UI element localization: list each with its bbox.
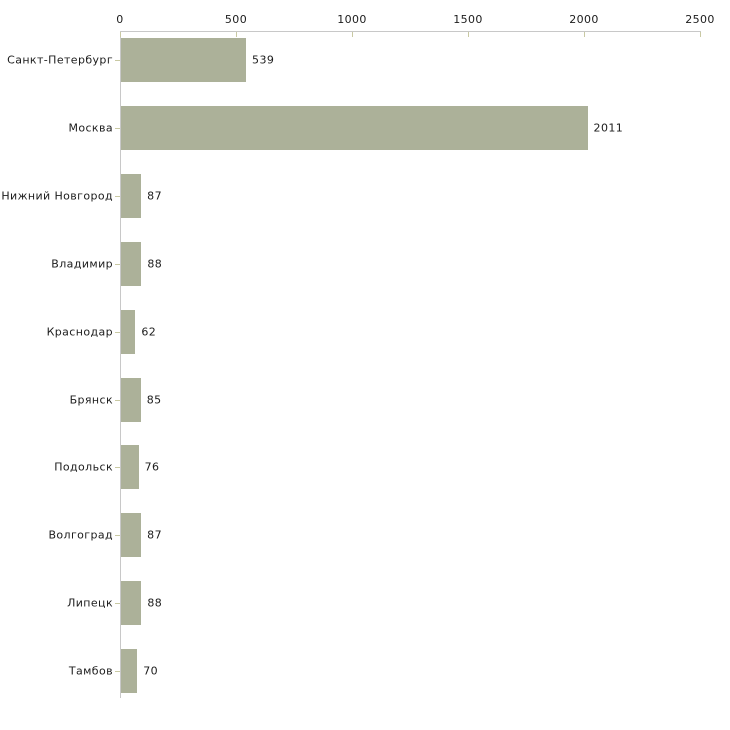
category-label: Тамбов (68, 664, 113, 678)
value-label: 88 (147, 257, 163, 271)
x-tick-label: 1500 (453, 13, 483, 26)
y-tick-mark (115, 535, 120, 537)
x-tick-mark (700, 32, 701, 37)
value-label: 87 (147, 189, 162, 203)
value-label: 85 (146, 393, 162, 406)
x-tick-label: 0 (116, 13, 124, 26)
x-tick-mark (584, 32, 585, 37)
x-tick-mark (468, 32, 469, 37)
y-tick-mark (115, 399, 120, 401)
bar (121, 649, 138, 694)
y-tick-mark (115, 127, 120, 129)
x-tick-mark (236, 32, 237, 37)
value-label: 539 (252, 53, 275, 67)
x-tick-label: 1000 (337, 13, 367, 26)
y-tick-mark (115, 467, 120, 469)
value-label: 88 (147, 596, 163, 610)
x-tick-mark (120, 32, 121, 37)
category-label: Волгоград (48, 528, 113, 542)
value-label: 87 (147, 528, 162, 542)
x-tick-mark (352, 32, 353, 37)
y-tick-mark (115, 331, 120, 333)
category-label: Липецк (67, 596, 113, 610)
y-axis-line (120, 31, 121, 698)
value-label: 2011 (593, 121, 624, 135)
y-tick-mark (115, 603, 120, 605)
x-tick-label: 2500 (685, 13, 715, 26)
bar (121, 377, 141, 422)
bar (121, 309, 136, 354)
bar (121, 581, 142, 626)
value-label: 76 (144, 460, 160, 474)
bar (121, 513, 142, 558)
category-label: Владимир (51, 257, 113, 271)
value-label: 70 (143, 664, 159, 678)
bar (121, 445, 139, 490)
x-axis-line (120, 31, 701, 32)
y-tick-mark (115, 263, 120, 265)
category-label: Санкт-Петербург (7, 53, 113, 67)
y-tick-mark (115, 195, 120, 197)
y-tick-mark (115, 671, 120, 673)
category-label: Нижний Новгород (1, 189, 113, 203)
bar (121, 241, 142, 286)
bar (121, 173, 142, 218)
category-label: Подольск (54, 460, 113, 474)
category-label: Краснодар (46, 325, 113, 339)
x-tick-label: 2000 (569, 13, 599, 26)
bar (121, 105, 588, 150)
x-tick-label: 500 (224, 13, 248, 26)
bar (121, 38, 247, 82)
category-label: Брянск (69, 393, 113, 406)
value-label: 62 (141, 325, 157, 339)
y-tick-mark (115, 60, 120, 61)
category-label: Москва (68, 121, 113, 135)
